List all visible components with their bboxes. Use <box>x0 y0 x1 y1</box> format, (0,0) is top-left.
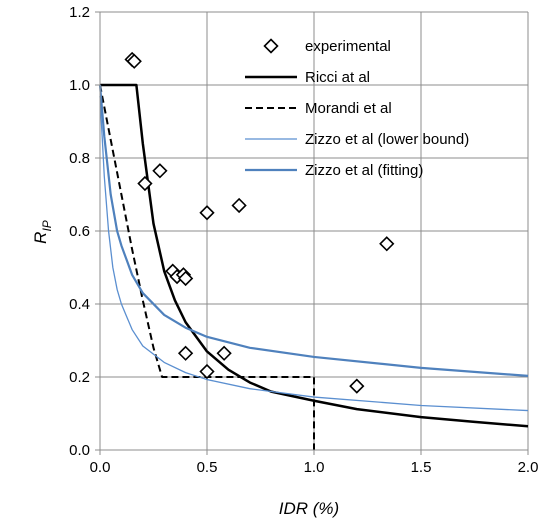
y-tick-label: 1.2 <box>69 4 90 21</box>
x-tick-label: 0.5 <box>197 459 218 476</box>
data-point <box>216 345 232 361</box>
x-tick-label: 2.0 <box>518 459 539 476</box>
y-tick-label: 0.6 <box>69 223 90 240</box>
series-line-2 <box>99 84 315 450</box>
legend-label: Zizzo et al (fitting) <box>305 162 423 179</box>
data-point <box>231 197 247 214</box>
grid-layer <box>100 11 529 450</box>
y-tick-label: 0.8 <box>69 150 90 167</box>
data-point <box>177 345 194 361</box>
y-tick-label: 1.0 <box>69 77 90 94</box>
data-point <box>199 363 215 380</box>
tick-labels: 0.0 0.5 1.0 1.5 2.0 0.0 0.2 0.4 0.6 0.8 1.0 1.2 <box>69 4 538 476</box>
y-tick-label: 0.4 <box>69 296 90 313</box>
series-line-4 <box>98 84 529 377</box>
data-point <box>177 270 194 287</box>
data-point <box>152 163 168 179</box>
x-tick-label: 1.0 <box>304 459 325 476</box>
y-tick-label: 0.2 <box>69 369 90 386</box>
x-axis-label: IDR (%) <box>279 499 339 518</box>
legend: experimental Ricci at al Morandi et al Zizz… <box>245 38 469 179</box>
legend-label: experimental <box>305 38 391 55</box>
data-point <box>379 236 395 252</box>
legend-label: Ricci at al <box>305 69 370 86</box>
data-point <box>199 205 215 221</box>
axes-layer <box>95 11 529 455</box>
series-line-3 <box>99 95 529 412</box>
y-tick-label: 0.0 <box>69 442 90 459</box>
y-axis-label: RIP <box>31 220 54 244</box>
x-tick-label: 0.0 <box>90 459 111 476</box>
legend-label: Zizzo et al (lower bound) <box>305 131 469 148</box>
series-layer <box>98 51 529 450</box>
data-point <box>137 175 153 192</box>
data-point <box>349 378 365 394</box>
legend-label: Morandi et al <box>305 100 392 117</box>
legend-marker <box>263 38 279 54</box>
x-tick-label: 1.5 <box>411 459 432 476</box>
data-point <box>126 53 142 69</box>
